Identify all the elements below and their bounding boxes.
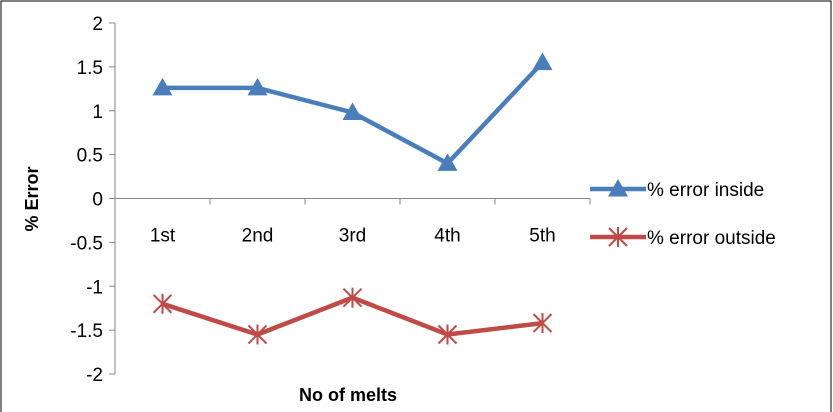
x-tick-label: 2nd: [242, 226, 274, 247]
series-2: [152, 287, 553, 345]
series-1: [152, 52, 553, 171]
data-point: [532, 313, 553, 334]
y-tick-label: -1.5: [70, 321, 103, 342]
legend-marker: [608, 179, 628, 197]
data-point: [342, 102, 363, 121]
x-axis-title: No of melts: [299, 385, 397, 405]
y-axis-title: % Error: [22, 166, 42, 231]
y-tick-label: 1: [92, 102, 103, 123]
data-point: [437, 324, 458, 345]
y-tick-label: 1.5: [77, 58, 103, 79]
legend: % error inside % error outside: [590, 179, 776, 249]
x-axis-ticks: 1st 2nd 3rd 4th 5th: [114, 198, 591, 247]
data-point: [152, 293, 173, 314]
y-tick-label: -2: [86, 365, 103, 386]
x-tick-label: 4th: [434, 226, 460, 247]
y-tick-label: 0.5: [77, 146, 103, 167]
x-tick-label: 1st: [150, 226, 176, 247]
legend-marker: [608, 227, 628, 247]
data-point: [437, 153, 458, 171]
y-axis-ticks: 2 1.5 1 0.5 0 -0.5 -1 -1.5 -2: [70, 14, 115, 386]
series-layer: [152, 52, 553, 345]
data-point: [247, 77, 268, 96]
y-tick-label: -1: [86, 277, 103, 298]
y-tick-label: -0.5: [70, 233, 103, 254]
legend-label: % error outside: [647, 228, 776, 249]
data-point: [152, 77, 173, 96]
data-point: [532, 52, 553, 70]
legend-label: % error inside: [647, 180, 764, 201]
y-tick-label: 2: [92, 14, 103, 35]
x-tick-label: 5th: [529, 226, 555, 247]
data-point: [342, 287, 363, 308]
x-tick-label: 3rd: [339, 226, 366, 247]
legend-item: % error inside: [590, 179, 764, 201]
y-tick-label: 0: [92, 190, 103, 211]
legend-item: % error outside: [590, 227, 776, 249]
data-point: [247, 324, 268, 345]
